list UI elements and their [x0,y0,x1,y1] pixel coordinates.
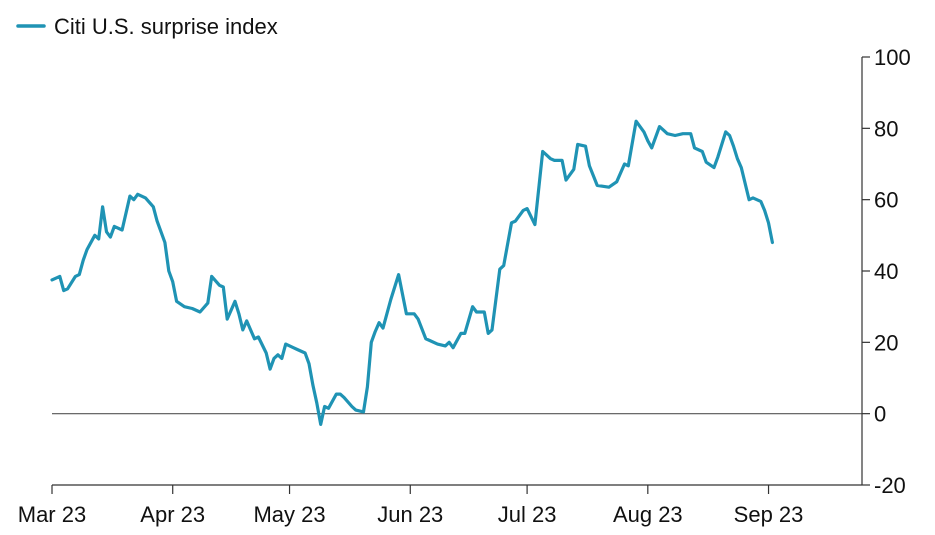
y-tick-label: 40 [874,259,898,284]
series-layer [50,119,774,426]
series-line-citi-surprise-index [50,119,774,426]
y-tick-label: 80 [874,116,898,141]
x-tick-label: Aug 23 [613,502,683,527]
y-tick-label: 0 [874,402,886,427]
x-tick-label: May 23 [253,502,325,527]
y-tick-label: 20 [874,330,898,355]
axes: 100 80 60 40 20 0 -20 Mar 23 Apr 23 May 23 Jun 23 J… [18,45,911,527]
x-tick-label: Jun 23 [377,502,443,527]
y-tick-label: 60 [874,188,898,213]
legend: Citi U.S. surprise index [16,14,278,39]
y-tick-label: -20 [874,473,906,498]
x-tick-label: Sep 23 [734,502,804,527]
y-tick-label: 100 [874,45,911,70]
x-tick-label: Apr 23 [140,502,205,527]
x-tick-label: Mar 23 [18,502,86,527]
legend-label-citi-surprise-index: Citi U.S. surprise index [54,14,278,39]
x-tick-label: Jul 23 [498,502,557,527]
